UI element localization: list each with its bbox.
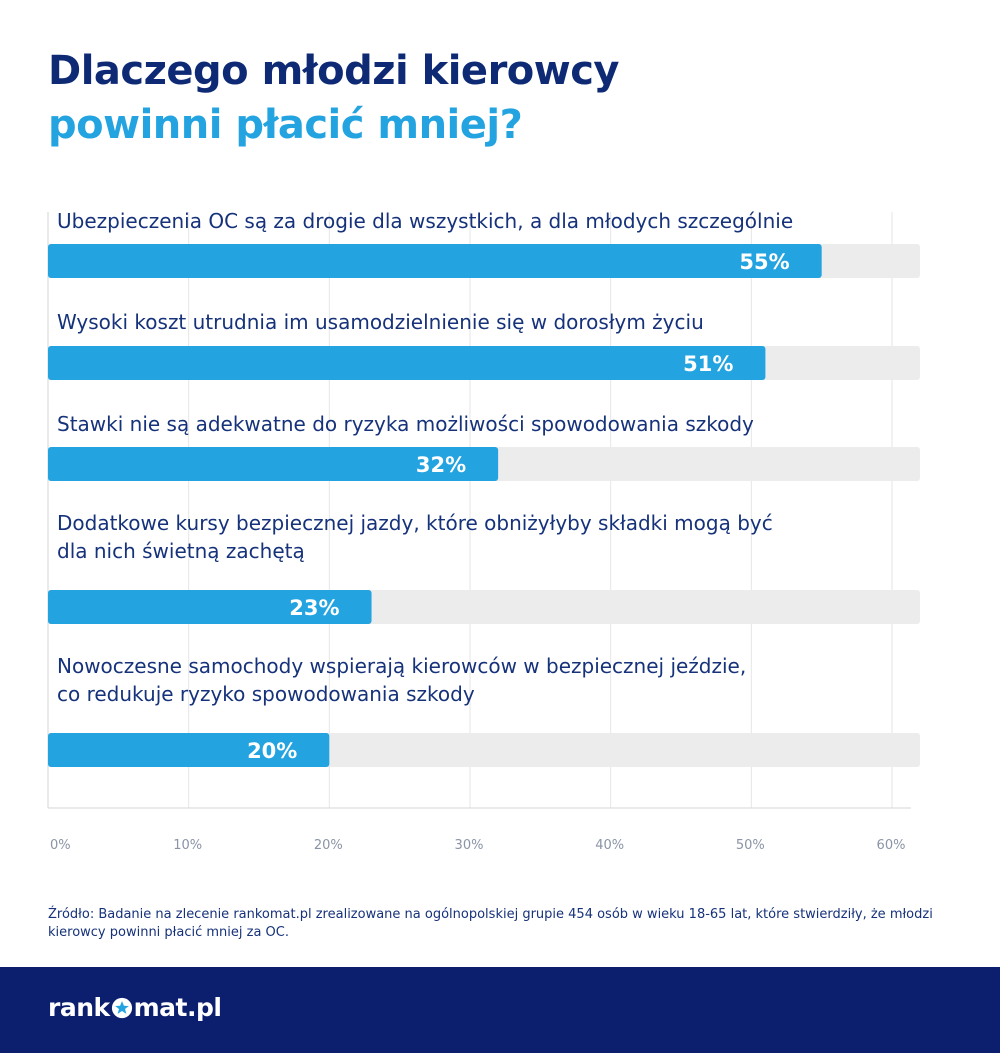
x-tick-label: 10%: [173, 838, 202, 853]
bar: [48, 244, 822, 278]
category-label: Ubezpieczenia OC są za drogie dla wszyst…: [57, 209, 793, 233]
bar: [48, 733, 330, 767]
bar-value-label: 32%: [416, 453, 466, 477]
x-tick-label: 50%: [736, 838, 765, 853]
bar-value-label: 23%: [289, 596, 339, 620]
x-tick-label: 0%: [50, 838, 71, 853]
category-label: Dodatkowe kursy bezpiecznej jazdy, które…: [57, 511, 773, 535]
bar-value-label: 20%: [247, 739, 297, 763]
footer-bar: rank mat.pl: [0, 967, 1000, 1053]
source-note: Źródło: Badanie na zlecenie rankomat.pl …: [48, 907, 933, 940]
bar: [48, 346, 766, 380]
bar-value-label: 51%: [683, 352, 733, 376]
logo-text-end: mat.pl: [133, 993, 222, 1022]
x-tick-label: 20%: [314, 838, 343, 853]
bar-value-label: 55%: [739, 250, 789, 274]
logo-text-start: rank: [48, 993, 110, 1022]
category-label: Nowoczesne samochody wspierają kierowców…: [57, 654, 746, 678]
x-tick-label: 30%: [455, 838, 484, 853]
rankomat-logo[interactable]: rank mat.pl: [48, 993, 222, 1022]
x-tick-label: 40%: [595, 838, 624, 853]
x-tick-label: 60%: [877, 838, 906, 853]
category-label: co redukuje ryzyko spowodowania szkody: [57, 682, 475, 706]
bar: [48, 590, 372, 624]
star-icon: [111, 997, 132, 1018]
bar-chart: 0% 10% 20% 30% 40% 50% 60% 55% Ubezpieczenia OC …: [47, 209, 920, 853]
category-label: Stawki nie są adekwatne do ryzyka możliw…: [57, 412, 754, 436]
category-label: dla nich świetną zachętą: [57, 539, 305, 563]
chart-title-line1: Dlaczego młodzi kierowcy: [48, 48, 620, 94]
bar: [48, 447, 499, 481]
category-label: Wysoki koszt utrudnia im usamodzielnieni…: [57, 310, 704, 334]
chart-title-line2: powinni płacić mniej?: [48, 102, 523, 148]
